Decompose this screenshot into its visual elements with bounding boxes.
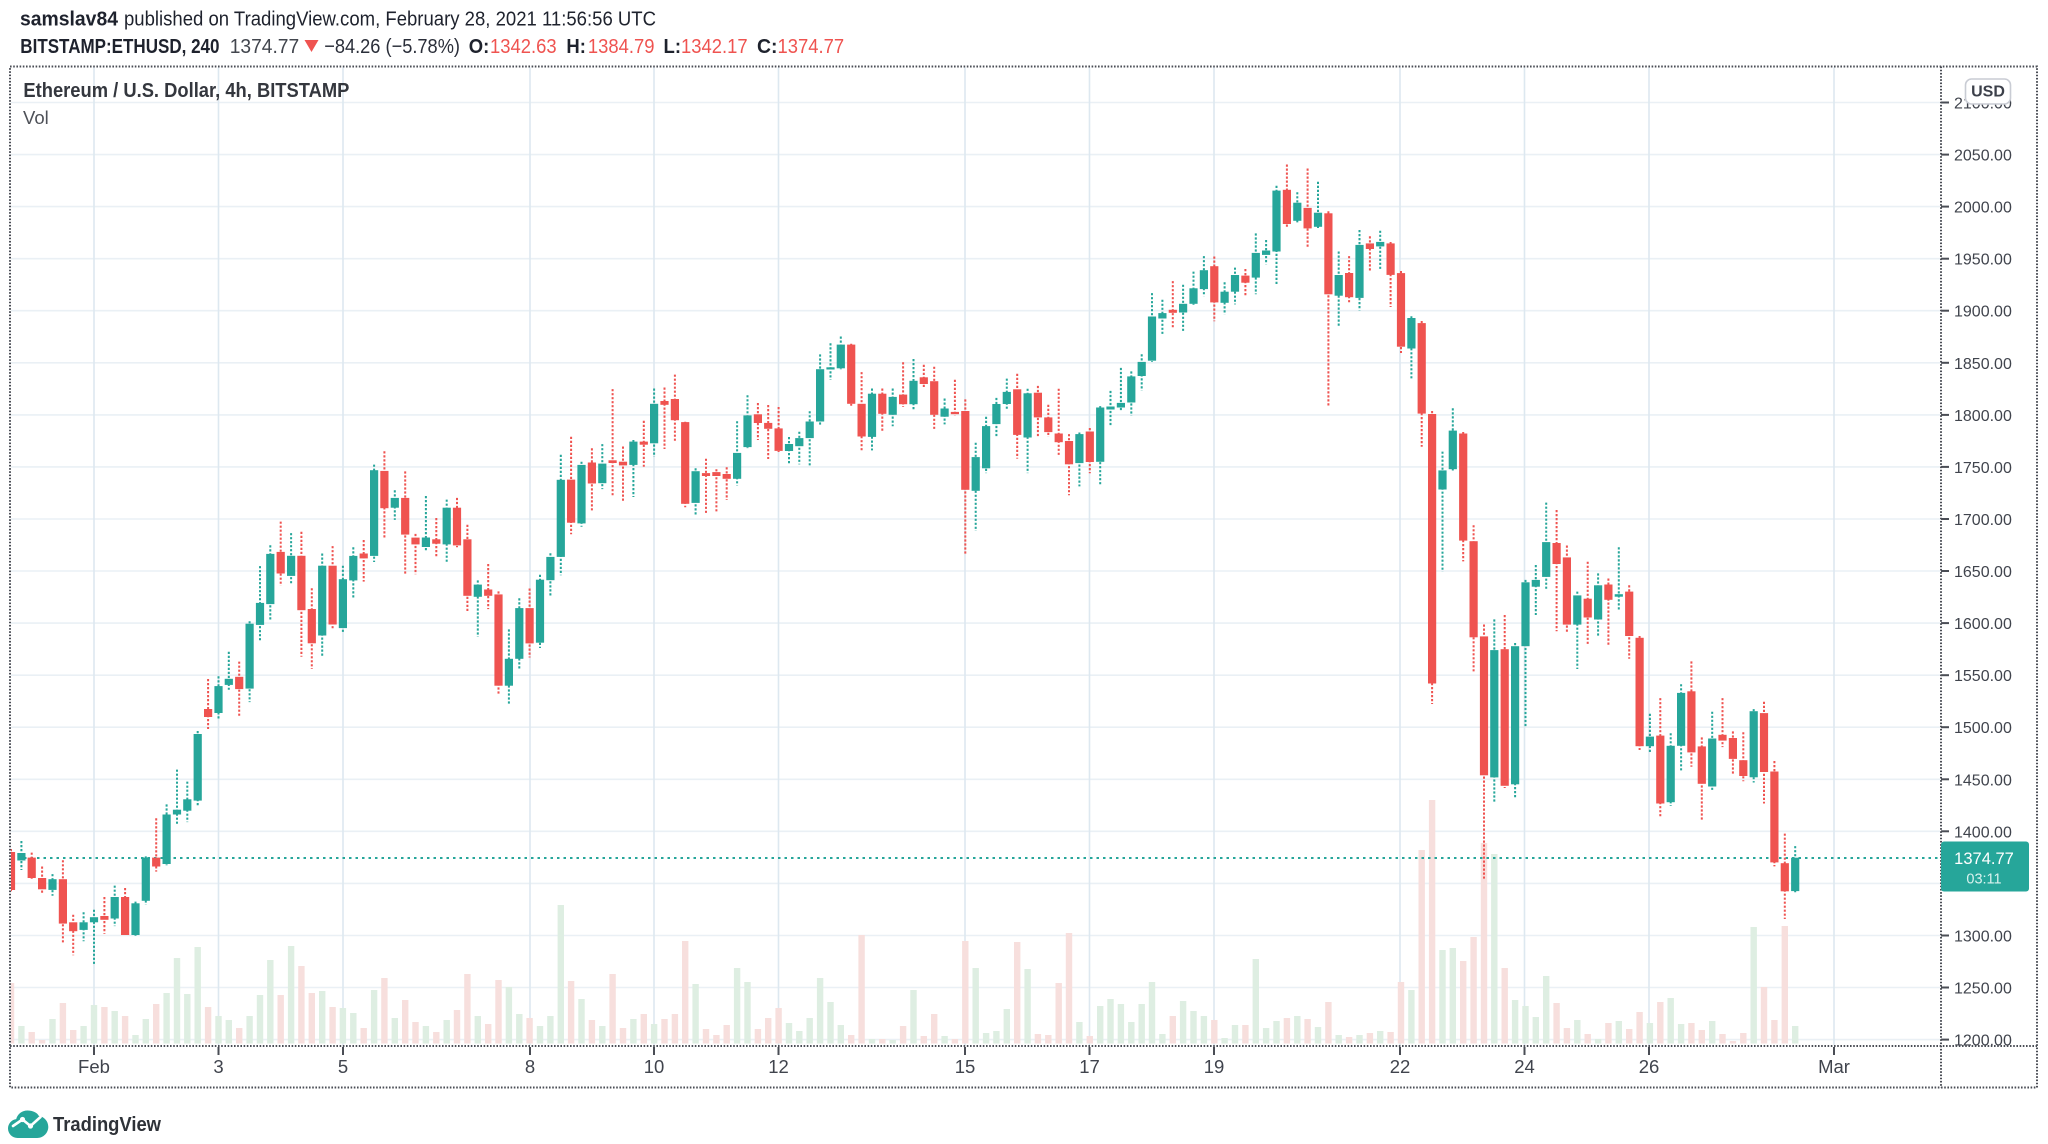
svg-text:1550.00: 1550.00 — [1954, 668, 2012, 685]
svg-text:1500.00: 1500.00 — [1954, 720, 2012, 737]
svg-text:Ethereum / U.S. Dollar, 4h, BI: Ethereum / U.S. Dollar, 4h, BITSTAMP — [23, 80, 349, 102]
svg-text:3: 3 — [213, 1056, 223, 1077]
svg-text:2050.00: 2050.00 — [1954, 148, 2012, 165]
svg-text:1374.77: 1374.77 — [230, 35, 300, 58]
svg-text:1342.17: 1342.17 — [681, 35, 748, 58]
svg-text:1342.63: 1342.63 — [490, 35, 557, 58]
svg-text:C:: C: — [757, 35, 778, 58]
svg-text:1650.00: 1650.00 — [1954, 564, 2012, 581]
svg-text:2000.00: 2000.00 — [1954, 200, 2012, 217]
svg-text:1450.00: 1450.00 — [1954, 772, 2012, 789]
svg-text:O:: O: — [469, 35, 490, 58]
svg-text:Mar: Mar — [1818, 1056, 1850, 1077]
svg-text:17: 17 — [1079, 1056, 1100, 1077]
svg-text:1250.00: 1250.00 — [1954, 981, 2012, 998]
svg-text:1900.00: 1900.00 — [1954, 304, 2012, 321]
svg-text:−84.26 (−5.78%): −84.26 (−5.78%) — [324, 35, 460, 58]
svg-text:5: 5 — [338, 1056, 348, 1077]
svg-text:1850.00: 1850.00 — [1954, 356, 2012, 373]
svg-text:Feb: Feb — [78, 1056, 110, 1077]
svg-text:1400.00: 1400.00 — [1954, 824, 2012, 841]
svg-text:1374.77: 1374.77 — [778, 35, 845, 58]
svg-text:19: 19 — [1204, 1056, 1225, 1077]
svg-text:15: 15 — [955, 1056, 976, 1077]
svg-text:24: 24 — [1514, 1056, 1535, 1077]
svg-text:BITSTAMP:ETHUSD, 240: BITSTAMP:ETHUSD, 240 — [20, 35, 219, 58]
svg-text:1200.00: 1200.00 — [1954, 1033, 2012, 1050]
svg-text:samslav84: samslav84 — [20, 9, 119, 31]
svg-text:1750.00: 1750.00 — [1954, 460, 2012, 477]
svg-text:03:11: 03:11 — [1966, 872, 2001, 888]
svg-text:10: 10 — [644, 1056, 665, 1077]
svg-text:1374.77: 1374.77 — [1954, 850, 2014, 868]
svg-text:USD: USD — [1971, 84, 2005, 101]
svg-text:TradingView: TradingView — [53, 1113, 161, 1136]
svg-text:published on TradingView.com,: published on TradingView.com, February 2… — [124, 9, 656, 31]
svg-text:1300.00: 1300.00 — [1954, 929, 2012, 946]
svg-text:12: 12 — [768, 1056, 789, 1077]
svg-text:1800.00: 1800.00 — [1954, 408, 2012, 425]
svg-text:1700.00: 1700.00 — [1954, 512, 2012, 529]
svg-text:22: 22 — [1390, 1056, 1411, 1077]
svg-text:1600.00: 1600.00 — [1954, 616, 2012, 633]
svg-text:1384.79: 1384.79 — [588, 35, 655, 58]
svg-text:H:: H: — [566, 35, 586, 58]
svg-text:26: 26 — [1639, 1056, 1660, 1077]
svg-text:8: 8 — [525, 1056, 535, 1077]
svg-text:1950.00: 1950.00 — [1954, 252, 2012, 269]
svg-text:L:: L: — [664, 35, 682, 58]
svg-text:Vol: Vol — [23, 107, 49, 128]
